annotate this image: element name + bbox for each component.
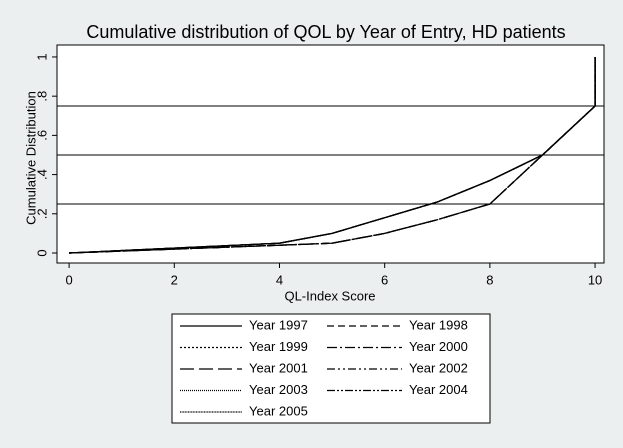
x-tick-label: 2 xyxy=(171,272,178,287)
legend-label: Year 2002 xyxy=(409,360,468,375)
legend-label: Year 2005 xyxy=(249,403,308,418)
legend-label: Year 1999 xyxy=(249,339,308,354)
legend-label: Year 1997 xyxy=(249,317,308,332)
y-tick-label: .6 xyxy=(34,130,49,141)
x-tick-label: 4 xyxy=(276,272,283,287)
chart-title: Cumulative distribution of QOL by Year o… xyxy=(86,22,565,42)
x-tick-label: 10 xyxy=(588,272,602,287)
x-tick-label: 8 xyxy=(486,272,493,287)
legend-label: Year 2001 xyxy=(249,360,308,375)
x-tick-label: 6 xyxy=(381,272,388,287)
y-axis-title: Cumulative Distribution xyxy=(23,91,38,225)
series-line xyxy=(69,57,596,254)
y-tick-label: .2 xyxy=(34,208,49,219)
legend-label: Year 2003 xyxy=(249,382,308,397)
legend-label: Year 1998 xyxy=(409,317,468,332)
y-tick-label: .8 xyxy=(34,91,49,102)
x-axis-title: QL-Index Score xyxy=(284,288,375,303)
legend-label: Year 2004 xyxy=(409,382,468,397)
plot-region xyxy=(56,44,605,264)
legend-label: Year 2000 xyxy=(409,339,468,354)
x-tick-label: 0 xyxy=(65,272,72,287)
y-tick-label: 1 xyxy=(34,53,49,60)
y-tick-label: .4 xyxy=(34,169,49,180)
y-tick-label: 0 xyxy=(34,249,49,256)
